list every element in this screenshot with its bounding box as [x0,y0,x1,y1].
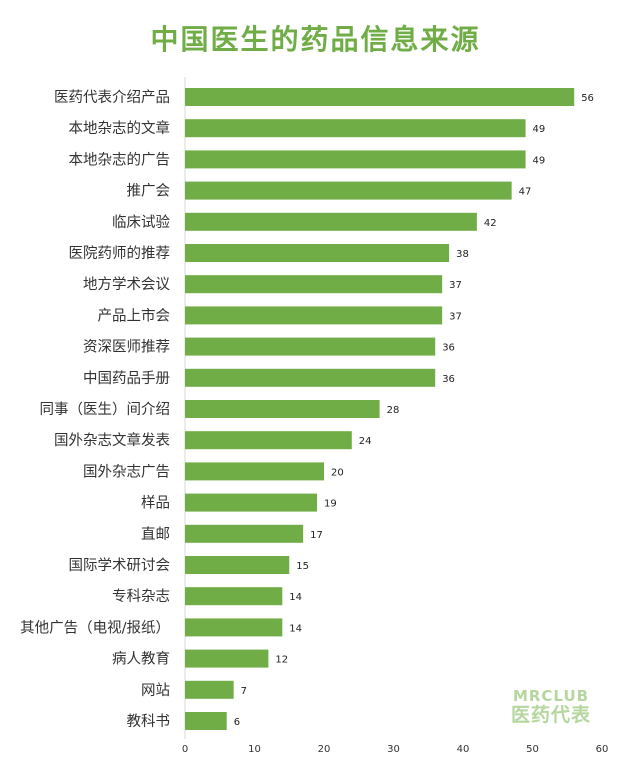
data-label: 7 [241,686,247,697]
x-tick-label: 60 [596,744,609,755]
bar [185,212,477,231]
category-label: 其他广告（电视/报纸） [20,619,170,636]
bar [185,150,526,169]
x-tick-label: 0 [182,744,188,755]
x-tick-label: 10 [248,744,261,755]
data-label: 17 [310,530,323,541]
data-label: 49 [533,124,546,135]
bar [185,337,436,356]
x-tick-label: 40 [457,744,470,755]
category-label: 中国药品手册 [83,370,170,387]
category-label: 病人教育 [112,651,170,668]
watermark-line2: 医药代表 [510,704,591,726]
bar [185,119,526,138]
data-label: 47 [519,187,532,198]
data-label: 24 [359,436,372,447]
category-label: 资深医师推荐 [83,339,170,356]
bar [185,649,269,668]
bar [185,88,575,106]
category-label: 教科书 [127,713,171,730]
category-label: 地方学术会议 [83,276,170,293]
data-label: 14 [289,623,302,634]
data-label: 37 [449,280,462,291]
bar [185,712,227,730]
category-label: 国外杂志广告 [83,463,170,480]
category-label: 同事（医生）间介绍 [40,401,171,418]
bar [185,400,380,418]
data-label: 12 [275,655,288,666]
category-label: 专科杂志 [112,588,170,605]
watermark-logo: MRCLUB 医药代表 [501,688,601,726]
data-label: 56 [581,93,594,104]
category-label: 临床试验 [112,214,170,231]
bar [185,680,234,699]
chart-title: 中国医生的药品信息来源 [150,23,481,56]
data-label: 19 [324,499,337,510]
data-label: 6 [234,717,240,728]
data-label: 15 [296,561,309,572]
category-label: 产品上市会 [98,307,171,324]
data-label: 38 [456,249,469,260]
data-label: 42 [484,218,497,229]
x-tick-label: 50 [526,744,539,755]
bar [185,587,283,606]
bar [185,493,318,512]
data-label: 36 [442,343,455,354]
data-label: 14 [289,592,302,603]
bar [185,244,450,262]
watermark-line1: MRCLUB [512,687,590,705]
bar [185,431,352,450]
bar [185,275,443,294]
bar [185,181,512,200]
category-label: 本地杂志的广告 [69,151,171,168]
bar [185,556,290,574]
bar [185,368,436,387]
category-label: 推广会 [127,183,171,200]
data-label: 20 [331,467,344,478]
data-label: 36 [442,374,455,385]
category-label: 医院药师的推荐 [69,245,171,262]
bar [185,462,324,481]
category-label: 直邮 [141,526,170,543]
category-label: 国外杂志文章发表 [54,431,170,449]
data-label: 37 [449,311,462,322]
category-label: 网站 [141,682,170,699]
category-label: 国际学术研讨会 [69,557,171,574]
bar [185,524,304,543]
x-tick-label: 30 [387,744,400,755]
bar [185,306,443,325]
data-label: 28 [387,405,400,416]
x-tick-label: 20 [318,744,331,755]
bar [185,618,283,637]
category-label: 样品 [141,495,170,512]
category-label: 本地杂志的文章 [69,119,171,137]
category-label: 医药代表介绍产品 [54,89,170,106]
data-label: 49 [533,155,546,166]
